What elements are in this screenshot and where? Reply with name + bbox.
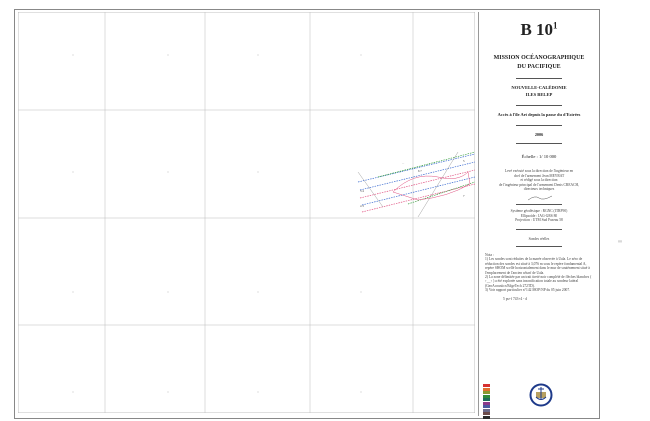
legend-swatch: [483, 394, 490, 398]
chart-subject: Accès à l'île Art depuis la passe du d'E…: [497, 112, 581, 117]
legend-swatch: [483, 405, 490, 408]
chart-id: B 101: [520, 20, 558, 39]
map-grid: [18, 12, 475, 413]
legend-swatch: [483, 401, 490, 405]
svg-text:7: 7: [463, 194, 465, 198]
notes: Nota : 1) Les sondes sont réduites de la…: [485, 253, 592, 301]
scale: Échelle : 1/ 10 000: [521, 154, 557, 159]
survey-area: [357, 151, 475, 218]
legend-swatch: [483, 391, 490, 394]
signature: [527, 195, 553, 201]
legend-swatch: [483, 384, 490, 387]
legend-swatch: [483, 415, 490, 419]
survey-markers: 3 4 4 3 6 7 5 7: [360, 159, 465, 208]
legend-swatch: [483, 408, 490, 412]
margin-label: |||: [618, 240, 623, 243]
geodesy: Système géodésique : RGNC (ITRF90) Ellips…: [510, 209, 568, 223]
svg-text:4 3: 4 3: [360, 204, 364, 208]
legend-swatch: [483, 387, 490, 391]
soundings-note: Sondes réelles: [528, 237, 550, 241]
grid-ticks: [72, 54, 362, 393]
region: NOUVELLE-CALÉDONIE ILES BELEP: [511, 85, 567, 97]
survey-credits: Levé exécuté sous la direction de l'ingé…: [498, 169, 580, 192]
depth-legend: [483, 384, 491, 419]
svg-text:6 7: 6 7: [418, 169, 422, 173]
legend-swatch: [483, 398, 490, 401]
svg-text:5: 5: [463, 159, 465, 163]
shom-logo: [529, 383, 553, 407]
organization: MISSION OCÉANOGRAPHIQUE DU PACIFIQUE: [493, 55, 585, 70]
map-area: 3 4 4 3 6 7 5 7 —: [18, 12, 475, 413]
survey-year: 2006: [534, 132, 544, 137]
title-panel: B 101 MISSION OCÉANOGRAPHIQUE DU PACIFIQU…: [478, 12, 599, 419]
label-upper: —: [401, 163, 405, 165]
legend-swatch: [483, 412, 490, 415]
map-border: [18, 12, 475, 413]
svg-text:3 4: 3 4: [360, 189, 364, 193]
